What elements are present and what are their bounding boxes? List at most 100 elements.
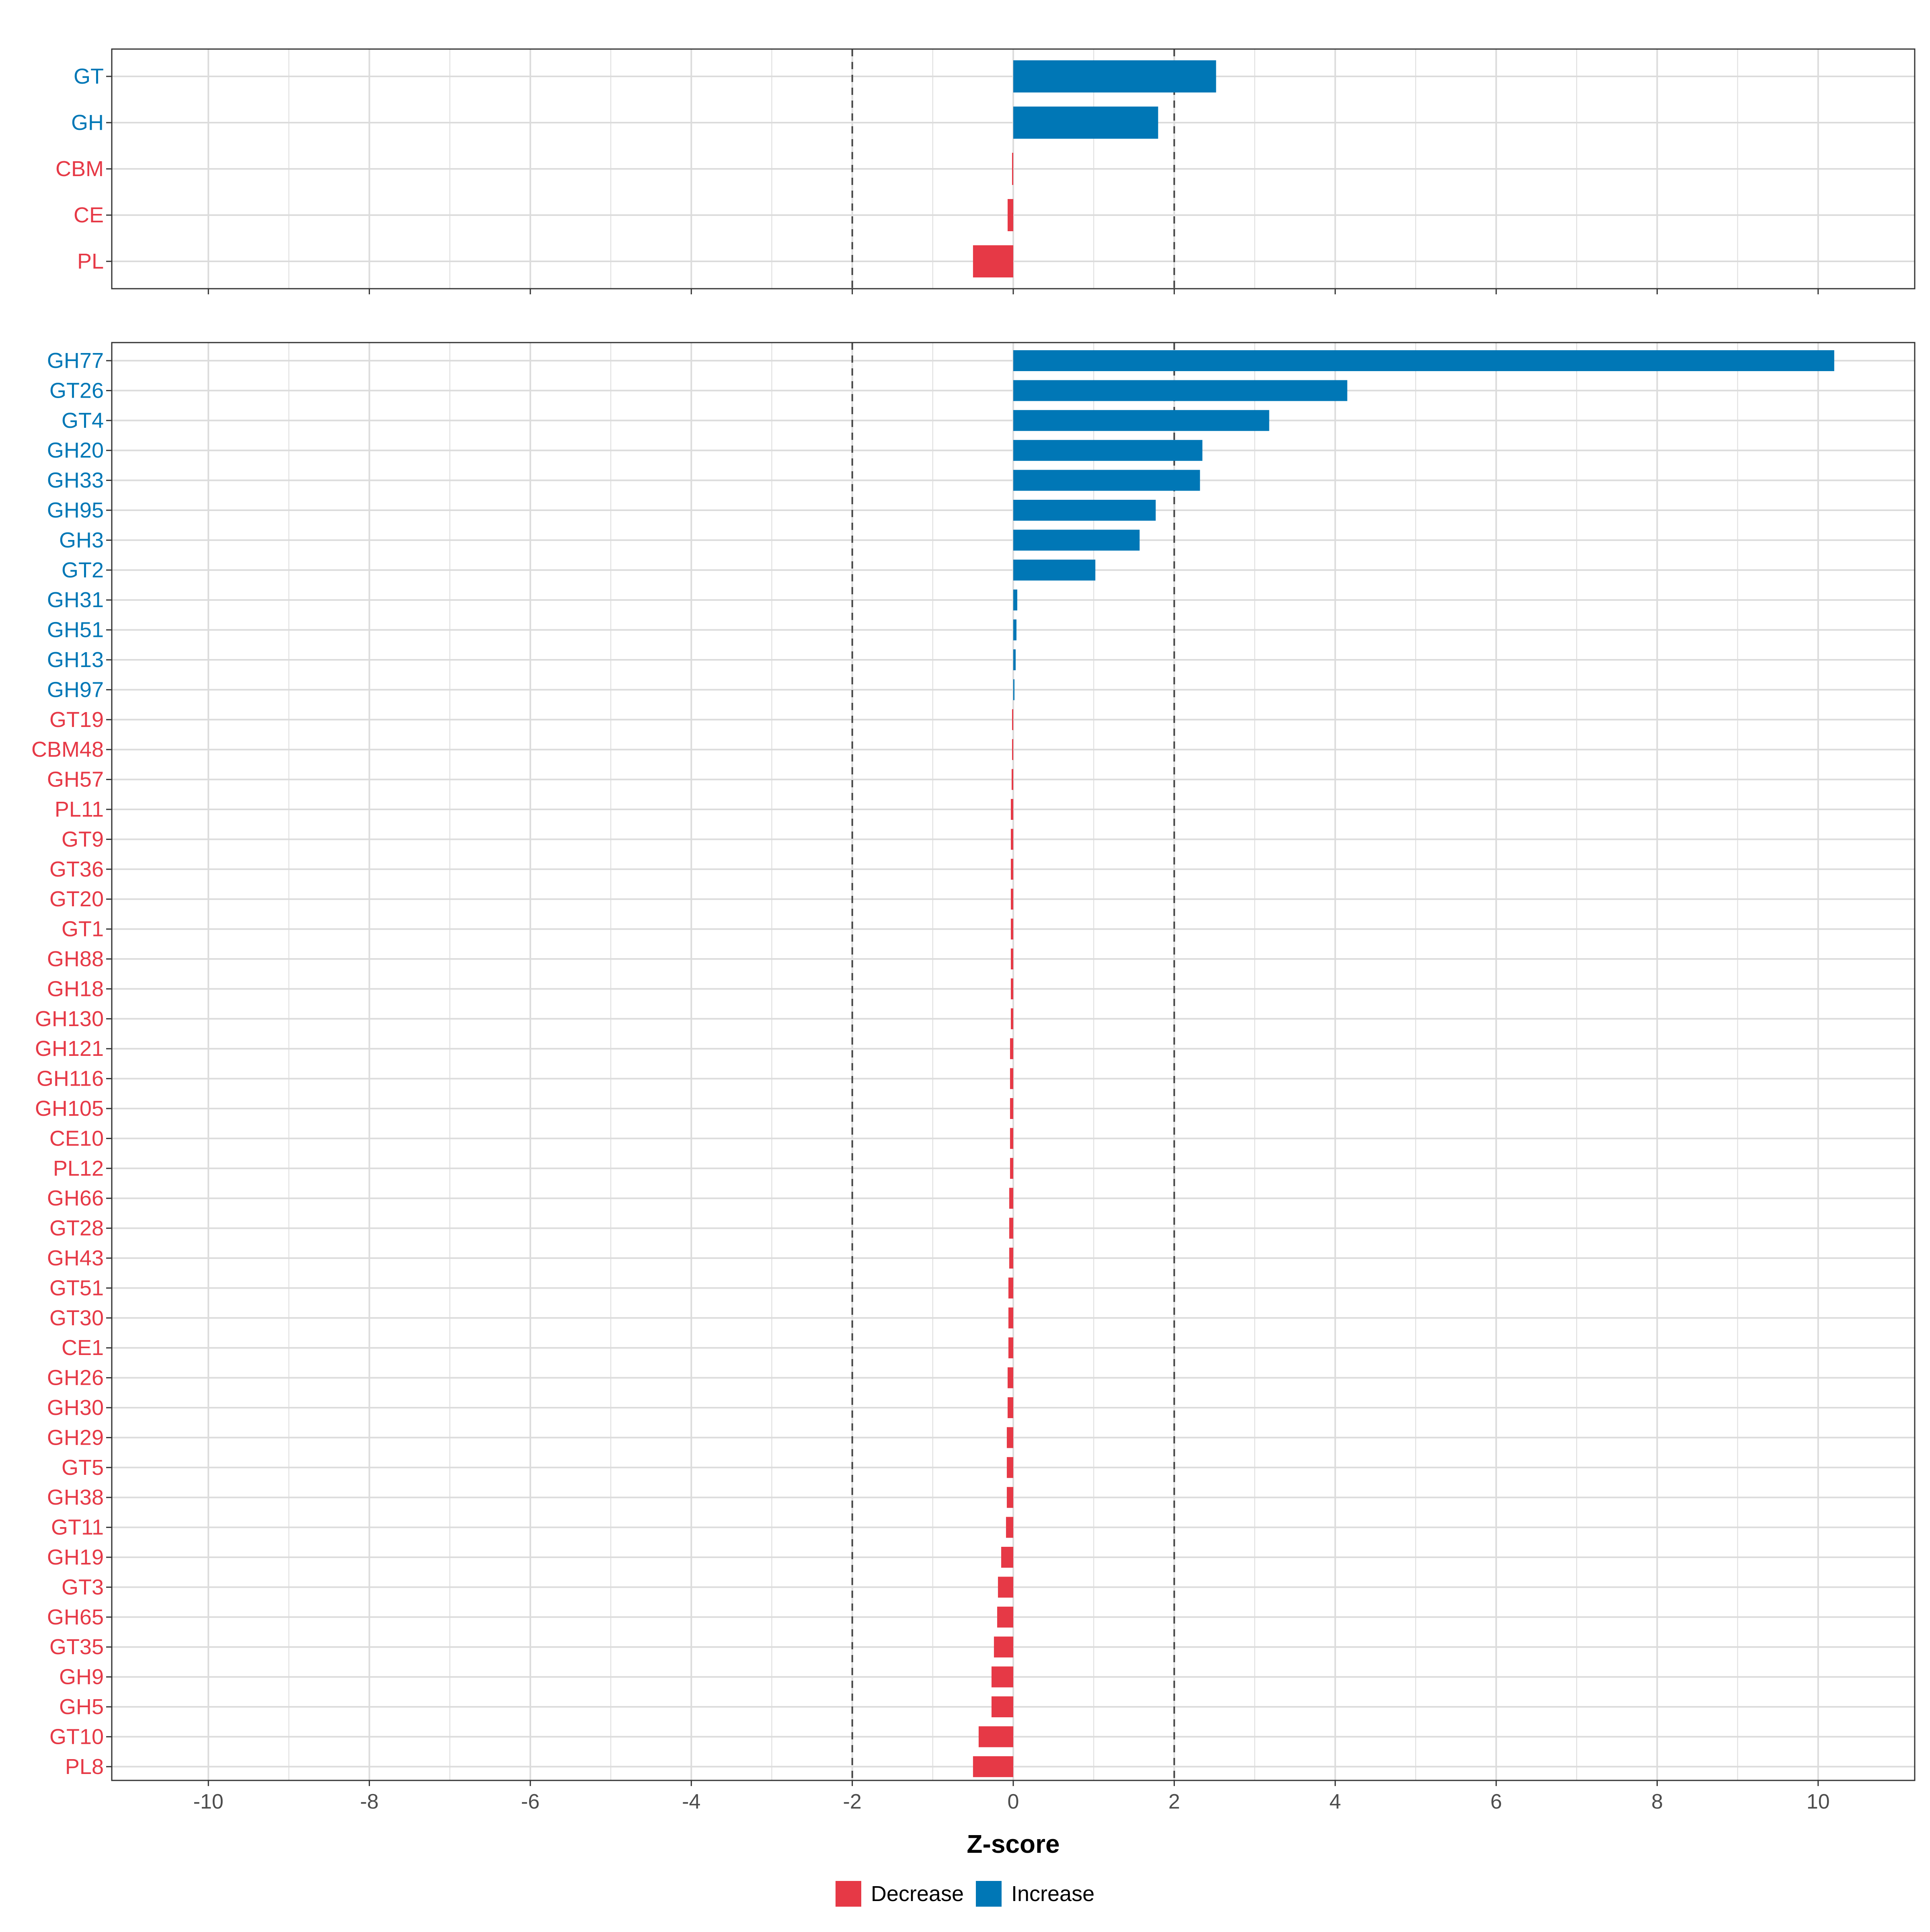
category-label-PL12: PL12 (53, 1156, 104, 1181)
xtick-label-8: 8 (1651, 1790, 1663, 1813)
xtick-label--4: -4 (682, 1790, 700, 1813)
xtick-label--10: -10 (193, 1790, 224, 1813)
category-label-GH19: GH19 (47, 1545, 104, 1569)
category-label-GH95: GH95 (47, 498, 104, 522)
legend-item-decrease: Decrease (835, 1881, 964, 1907)
category-label-CBM: CBM (55, 157, 104, 181)
category-label-GH97: GH97 (47, 678, 104, 702)
category-label-GT2: GT2 (62, 558, 104, 582)
bar-GH29 (1006, 1427, 1013, 1448)
category-label-GH20: GH20 (47, 438, 104, 462)
xtick-label-6: 6 (1491, 1790, 1502, 1813)
bar-GT10 (978, 1726, 1013, 1747)
bar-CBM (1012, 153, 1013, 185)
category-label-GH57: GH57 (47, 768, 104, 792)
bar-GH20 (1013, 440, 1203, 461)
category-label-GH18: GH18 (47, 977, 104, 1001)
category-label-GT35: GT35 (49, 1635, 104, 1659)
category-label-GH9: GH9 (59, 1665, 104, 1689)
category-label-GH105: GH105 (35, 1096, 104, 1121)
category-label-GH38: GH38 (47, 1485, 104, 1509)
xtick-label--8: -8 (360, 1790, 378, 1813)
category-label-GH13: GH13 (47, 648, 104, 672)
bar-GT20 (1010, 889, 1013, 910)
legend-label-increase: Increase (1011, 1882, 1095, 1906)
bar-GT1 (1010, 918, 1013, 940)
bar-GH88 (1010, 949, 1013, 969)
category-label-PL11: PL11 (55, 797, 104, 821)
category-label-GT4: GT4 (62, 409, 104, 433)
bar-GH26 (1007, 1367, 1013, 1388)
bar-GH13 (1013, 649, 1016, 670)
legend-label-decrease: Decrease (871, 1882, 964, 1906)
xtick-label-0: 0 (1008, 1790, 1019, 1813)
category-label-GT: GT (74, 64, 104, 88)
legend: Decrease Increase (0, 1874, 1930, 1914)
category-label-GT5: GT5 (62, 1456, 104, 1480)
category-label-GT36: GT36 (49, 857, 104, 881)
bar-GH30 (1007, 1397, 1013, 1418)
bar-PL8 (973, 1756, 1013, 1777)
bar-GH130 (1010, 1008, 1013, 1029)
category-label-GH116: GH116 (37, 1067, 104, 1091)
bar-GH116 (1010, 1068, 1013, 1089)
bar-GH51 (1013, 619, 1017, 641)
category-label-GH31: GH31 (47, 588, 104, 612)
bar-GT4 (1013, 410, 1269, 431)
category-label-GH77: GH77 (47, 349, 104, 373)
bar-GH57 (1011, 769, 1013, 790)
xtick-label-10: 10 (1807, 1790, 1830, 1813)
category-label-GH43: GH43 (47, 1246, 104, 1270)
category-label-GT1: GT1 (62, 917, 104, 941)
bar-GH97 (1013, 679, 1014, 700)
bar-GH77 (1013, 350, 1834, 371)
bar-GH65 (997, 1606, 1013, 1628)
bar-GH43 (1009, 1248, 1013, 1269)
category-label-GH29: GH29 (47, 1425, 104, 1450)
bar-CE (1007, 199, 1013, 231)
bar-GH (1013, 107, 1158, 139)
bar-GH19 (1001, 1547, 1013, 1568)
category-label-GT10: GT10 (49, 1725, 104, 1749)
bar-GH18 (1010, 978, 1013, 1000)
category-label-GH88: GH88 (47, 947, 104, 971)
bar-GH9 (991, 1666, 1013, 1688)
category-label-GT26: GT26 (49, 378, 104, 402)
category-label-GH65: GH65 (47, 1605, 104, 1629)
bar-GT2 (1013, 559, 1096, 581)
category-label-GH33: GH33 (47, 468, 104, 493)
category-label-GT30: GT30 (49, 1306, 104, 1330)
bar-GH66 (1009, 1188, 1013, 1209)
bar-GH31 (1013, 589, 1018, 611)
category-label-GH130: GH130 (35, 1007, 104, 1031)
bar-CE10 (1010, 1128, 1013, 1149)
bar-GT26 (1013, 380, 1347, 401)
bar-GT5 (1006, 1457, 1013, 1478)
bar-GT9 (1010, 829, 1013, 850)
bar-GH121 (1010, 1038, 1013, 1059)
bar-CBM48 (1012, 739, 1013, 760)
bar-GH5 (991, 1696, 1013, 1717)
category-label-GH30: GH30 (47, 1396, 104, 1420)
x-axis-title: Z-score (967, 1829, 1059, 1858)
bar-CE1 (1008, 1337, 1013, 1359)
category-label-GH5: GH5 (59, 1695, 104, 1719)
bar-GT (1013, 60, 1216, 92)
category-label-CBM48: CBM48 (31, 737, 104, 762)
bar-GT28 (1009, 1218, 1013, 1239)
xtick-label--6: -6 (521, 1790, 540, 1813)
bar-PL (973, 245, 1013, 277)
xtick-label-4: 4 (1329, 1790, 1341, 1813)
category-label-GH26: GH26 (47, 1366, 104, 1390)
category-label-CE10: CE10 (49, 1126, 104, 1150)
bar-GT11 (1006, 1517, 1013, 1538)
category-label-PL8: PL8 (65, 1755, 104, 1779)
xtick-label-2: 2 (1168, 1790, 1180, 1813)
bar-GT3 (998, 1577, 1013, 1598)
category-label-CE: CE (74, 203, 104, 227)
category-label-GH51: GH51 (47, 618, 104, 642)
bar-GH105 (1010, 1098, 1013, 1119)
category-label-GT3: GT3 (62, 1575, 104, 1599)
